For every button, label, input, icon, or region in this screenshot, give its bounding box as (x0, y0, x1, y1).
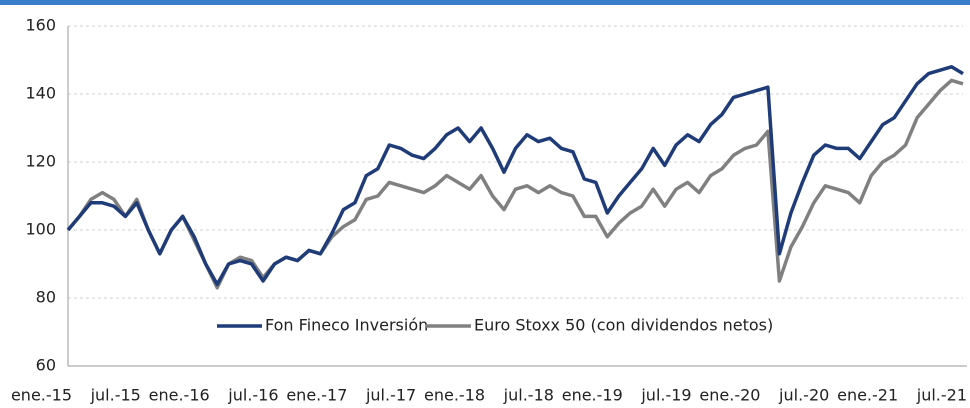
x-tick-label: jul.-17 (365, 386, 416, 405)
series-line (66, 78, 964, 290)
legend-label: Euro Stoxx 50 (con dividendos netos) (474, 316, 773, 335)
legend-label: Fon Fineco Inversión (265, 316, 428, 335)
x-tick-label: ene.-16 (149, 386, 210, 405)
x-tick-label: ene.-18 (424, 386, 485, 405)
x-tick-label: ene.-15 (11, 386, 72, 405)
x-tick-label: jul.-20 (778, 386, 829, 405)
x-tick-label: jul.-16 (227, 386, 278, 405)
x-tick-label: jul.-18 (503, 386, 554, 405)
header-band (0, 0, 970, 5)
y-tick-label: 60 (36, 356, 56, 375)
x-tick-label: ene.-20 (699, 386, 760, 405)
y-tick-label: 140 (25, 84, 56, 103)
y-tick-label: 160 (25, 16, 56, 35)
legend-box (205, 312, 805, 340)
x-tick-label: jul.-19 (640, 386, 691, 405)
x-tick-label: jul.-21 (916, 386, 967, 405)
x-tick-label: ene.-17 (286, 386, 347, 405)
x-tick-label: ene.-21 (837, 386, 898, 405)
x-tick-label: ene.-19 (562, 386, 623, 405)
y-tick-label: 100 (25, 220, 56, 239)
y-tick-label: 80 (36, 288, 56, 307)
x-tick-label: jul.-15 (90, 386, 141, 405)
y-tick-label: 120 (25, 152, 56, 171)
series-line (66, 65, 964, 287)
